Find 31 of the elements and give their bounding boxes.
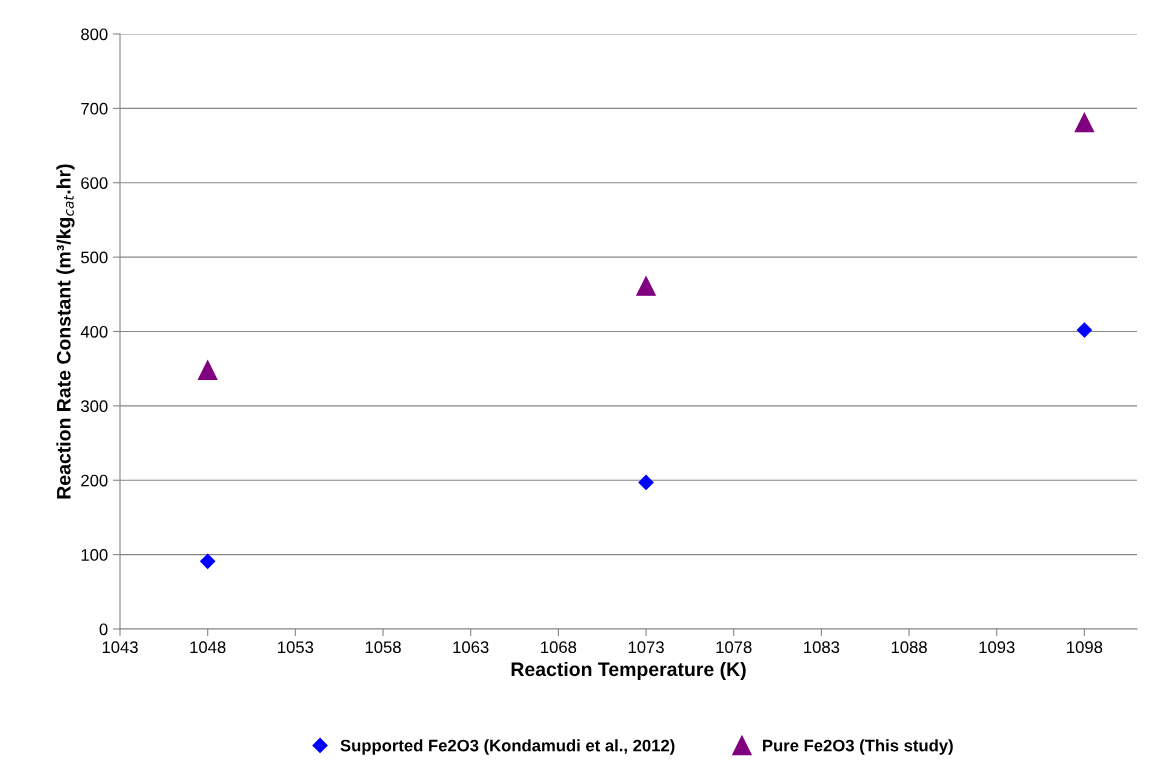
- point: [1076, 322, 1092, 338]
- y-tick-label: 100: [81, 549, 108, 561]
- legend-label: Supported Fe2O3 (Kondamudi et al., 2012): [340, 739, 675, 755]
- x-tick-label: 1093: [979, 641, 1015, 654]
- y-tick-label: 200: [81, 474, 108, 487]
- x-tick-label: 1083: [804, 641, 840, 654]
- x-tick-label: 1088: [891, 641, 927, 654]
- x-tick-label: 1098: [1067, 641, 1103, 654]
- point: [1074, 112, 1095, 133]
- point: [197, 360, 218, 380]
- y-tick-label: 400: [80, 325, 108, 338]
- y-tick-label: 300: [81, 400, 108, 413]
- y-axis-title: Reaction Rate Constant (m³/kg$_{cat}$.hr): [56, 164, 75, 499]
- y-tick-label: 800: [81, 28, 108, 41]
- point: [638, 474, 654, 491]
- x-tick-label: 1053: [278, 641, 314, 654]
- point: [636, 276, 656, 296]
- x-tick-label: 1078: [716, 641, 752, 654]
- x-tick-label: 1043: [102, 641, 138, 654]
- x-tick-label: 1068: [541, 641, 577, 654]
- y-tick-label: 700: [81, 102, 108, 115]
- point: [200, 553, 216, 569]
- y-tick-label: 600: [81, 177, 108, 189]
- x-axis-title: Reaction Temperature (K): [511, 661, 746, 681]
- x-tick-label: 1063: [453, 641, 489, 654]
- y-tick-label: 0: [99, 623, 108, 636]
- x-tick-label: 1058: [365, 641, 401, 654]
- y-tick-label: 500: [81, 251, 108, 264]
- x-tick-label: 1048: [190, 641, 226, 654]
- legend-label: Pure Fe2O3 (This study): [763, 739, 953, 755]
- x-tick-label: 1073: [628, 641, 664, 654]
